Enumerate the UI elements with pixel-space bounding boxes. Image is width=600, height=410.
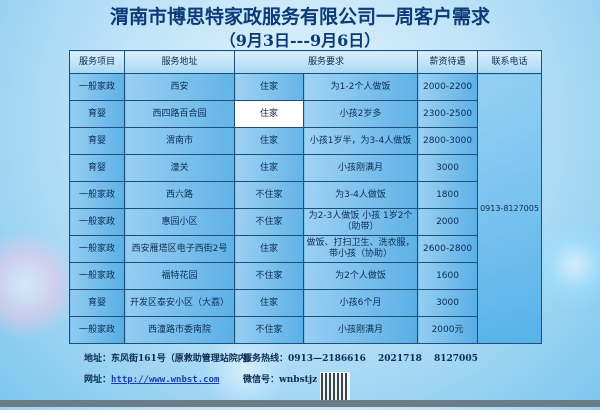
cell-requirement: 小孩1岁半，为3-4人做饭: [302, 127, 419, 155]
cell-live-in: 住家: [234, 154, 304, 182]
cell-address: 福特花园: [124, 262, 235, 290]
cell-service-type: 一般家政: [69, 262, 125, 290]
cell-live-in: 住家: [234, 235, 304, 263]
cell-service-type: 一般家政: [69, 235, 125, 263]
cell-address: 西安雁塔区电子西街2号: [124, 235, 235, 263]
cell-requirement: 为2-3人做饭 小孩 1岁2个（助带）: [302, 208, 419, 236]
cell-live-in: 不住家: [234, 316, 304, 344]
col-header-address: 服务地址: [124, 50, 235, 74]
table-header-row: 服务项目 服务地址 服务要求 薪资待遇 联系电话: [69, 50, 543, 74]
page-title: 渭南市博思特家政服务有限公司一周客户需求: [109, 6, 490, 28]
cell-service-type: 一般家政: [69, 208, 125, 236]
cell-service-type: 育婴: [69, 154, 125, 182]
cell-salary: 1800: [417, 181, 479, 209]
hotline-label: 服务热线：: [243, 354, 289, 364]
cell-requirement: 小孩2岁多: [302, 100, 419, 128]
table-row: 育婴 开发区泰安小区（大荔） 住家 小孩6个月 3000: [69, 289, 542, 317]
table-row: 育婴 渭南市 住家 小孩1岁半，为3-4人做饭 2800-3000: [69, 127, 542, 155]
cell-requirement: 小孩刚满月: [302, 154, 419, 182]
col-header-phone: 联系电话: [477, 50, 543, 74]
cell-service-type: 育婴: [69, 289, 125, 317]
qr-code-icon: [320, 372, 350, 402]
decorative-flower: [0, 230, 80, 340]
cell-salary: 2000-2200: [417, 73, 479, 101]
cell-requirement: 为1-2个人做饭: [302, 73, 419, 101]
cell-requirement: 小孩刚满月: [302, 316, 419, 344]
table-row: 育婴 西四路百合园 住家 小孩2岁多 2300-2500: [69, 100, 542, 128]
cell-requirement: 为3-4人做饭: [302, 181, 419, 209]
wechat-label: 微信号：: [243, 375, 280, 385]
cell-salary: 3000: [417, 154, 479, 182]
cell-requirement: 做饭、打扫卫生、洗衣服，带小孩（协助）: [302, 235, 419, 263]
cell-live-in: 住家: [234, 289, 304, 317]
cell-live-in: 住家: [234, 73, 304, 101]
cell-live-in: 不住家: [234, 181, 304, 209]
cell-salary: 2300-2500: [417, 100, 479, 128]
page-subtitle: （9月3日---9月6日）: [219, 31, 381, 50]
cell-live-in: 不住家: [234, 208, 304, 236]
cell-salary: 2600-2800: [417, 235, 479, 263]
cell-requirement: 为2个人做饭: [302, 262, 419, 290]
cell-salary: 2000元: [417, 316, 479, 344]
cell-requirement: 小孩6个月: [302, 289, 419, 317]
cell-service-type: 一般家政: [69, 73, 125, 101]
cell-address: 惠园小区: [124, 208, 235, 236]
address-label: 地址：: [84, 354, 112, 364]
web-label: 网址：: [84, 375, 112, 385]
cell-salary: 2000: [417, 208, 479, 236]
cell-salary: 3000: [417, 289, 479, 317]
cell-address: 渭南市: [124, 127, 235, 155]
decorative-flower: [530, 220, 600, 310]
table-row: 一般家政 西安雁塔区电子西街2号 住家 做饭、打扫卫生、洗衣服，带小孩（协助） 2600…: [69, 235, 542, 263]
table-row: 一般家政 西潼路市委南院 不住家 小孩刚满月 2000元: [69, 316, 542, 344]
cell-phone: 0913-8127005: [477, 73, 543, 344]
wechat-value: wnbstjz: [279, 375, 318, 385]
cell-service-type: 育婴: [69, 100, 125, 128]
cell-address: 西四路百合园: [124, 100, 235, 128]
cell-live-in: 住家: [234, 100, 304, 128]
address-value: 东风街161号（原救助管理站院内）: [111, 354, 256, 364]
footer: 地址：东风街161号（原救助管理站院内） 网址：http://www.wnbst…: [70, 345, 540, 402]
customer-demand-table: 服务项目 服务地址 服务要求 薪资待遇 联系电话 一般家政 西安 住家 为1-2个人做…: [69, 50, 543, 344]
table-row: 一般家政 福特花园 不住家 为2个人做饭 1600: [69, 262, 542, 290]
cell-salary: 2800-3000: [417, 127, 479, 155]
cell-address: 开发区泰安小区（大荔）: [124, 289, 235, 317]
cell-service-type: 育婴: [69, 127, 125, 155]
col-header-salary: 薪资待遇: [417, 50, 479, 74]
col-header-type: 服务项目: [69, 50, 125, 74]
table-row: 一般家政 西六路 不住家 为3-4人做饭 1800: [69, 181, 542, 209]
col-header-requirements: 服务要求: [233, 50, 419, 74]
cell-address: 潼关: [124, 154, 235, 182]
table-row: 一般家政 西安 住家 为1-2个人做饭 2000-2200 0913-8127005: [69, 73, 543, 344]
bottom-bar: [0, 400, 600, 407]
cell-live-in: 住家: [234, 127, 304, 155]
cell-live-in: 不住家: [234, 262, 304, 290]
cell-service-type: 一般家政: [69, 316, 125, 344]
cell-address: 西潼路市委南院: [124, 316, 235, 344]
table-row: 一般家政 惠园小区 不住家 为2-3人做饭 小孩 1岁2个（助带） 2000: [69, 208, 542, 236]
cell-address: 西六路: [124, 181, 235, 209]
cell-service-type: 一般家政: [69, 181, 125, 209]
cell-address: 西安: [124, 73, 235, 101]
cell-salary: 1600: [417, 262, 479, 290]
table-row: 育婴 潼关 住家 小孩刚满月 3000: [69, 154, 542, 182]
website-link[interactable]: http://www.wnbst.com: [111, 375, 220, 385]
hotline-value: 0913—2186616 2021718 8127005: [288, 354, 478, 364]
